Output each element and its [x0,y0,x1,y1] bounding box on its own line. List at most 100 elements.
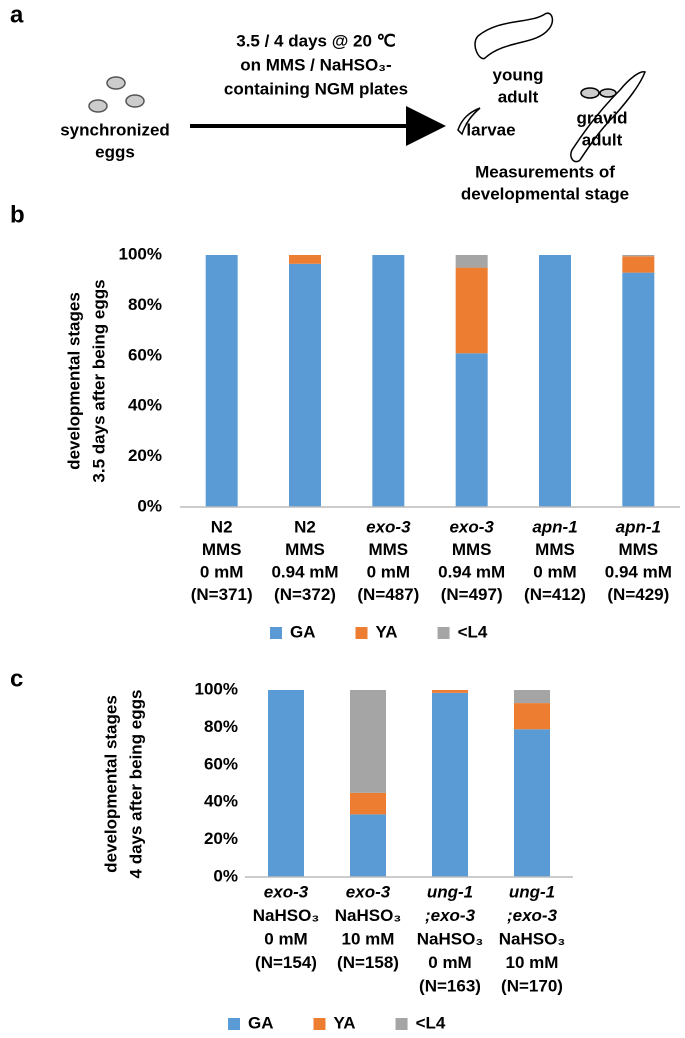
x-tick-label: 10 mM [342,929,395,948]
x-tick-label: exo-3 [449,517,494,536]
x-tick-label: ;exo-3 [425,906,476,925]
legend-swatch [355,627,368,639]
panel-label: c [10,665,23,692]
bar-segment [514,703,550,730]
x-tick-label: MMS [452,540,492,559]
x-tick-label: 0 mM [533,562,576,581]
x-tick-label: ung-1 [427,882,473,901]
x-tick-label: N2 [294,517,316,536]
x-tick-label: exo-3 [264,882,309,901]
bar-segment [350,814,386,877]
y-tick-label: 100% [195,679,238,698]
diagram-text: 3.5 / 4 days @ 20 ℃ [236,31,395,50]
bar-segment [268,690,304,877]
x-tick-label: 0 mM [428,953,471,972]
x-tick-label: exo-3 [346,882,391,901]
x-tick-label: (N=170) [501,976,563,995]
x-tick-label: (N=429) [607,585,669,604]
bar-segment [455,267,488,354]
x-tick-label: ;exo-3 [507,906,558,925]
x-tick-label: MMS [285,540,325,559]
x-tick-label: MMS [202,540,242,559]
bar-segment [622,256,655,273]
bar-segment [514,729,550,877]
x-tick-label: 0.94 mM [605,562,672,581]
panel-label: a [10,1,24,28]
legend-label: <L4 [458,622,488,641]
y-axis-title: developmental stages [101,695,120,873]
x-tick-label: (N=163) [419,976,481,995]
bar-segment [455,255,488,268]
legend-swatch [228,1018,240,1030]
x-tick-label: NaHSO₃ [417,929,483,948]
y-tick-label: 20% [128,446,162,465]
y-tick-label: 80% [128,295,162,314]
y-tick-label: 0% [137,496,162,515]
diagram-text: Measurements of [475,162,615,181]
legend-swatch [437,627,450,639]
x-tick-label: N2 [211,517,233,536]
y-axis-title: 4 days after being eggs [126,690,145,879]
x-tick-label: (N=497) [441,585,503,604]
legend-swatch [270,627,282,639]
y-axis-title: 3.5 days after being eggs [89,279,108,482]
bar-segment [289,263,321,507]
bar-segment [289,255,321,264]
x-tick-label: NaHSO₃ [499,929,565,948]
x-tick-label: NaHSO₃ [253,906,319,925]
x-tick-label: exo-3 [366,517,411,536]
bar-segment [432,692,468,877]
legend-label: GA [290,622,316,641]
bar-segment [539,255,571,507]
bar-segment [205,255,238,507]
bar-segment [622,272,655,507]
bar-segment [432,690,468,693]
bar-segment [372,255,405,507]
bar-segment [622,255,655,257]
y-tick-label: 100% [119,244,162,263]
legend-label: <L4 [416,1013,446,1032]
diagram-text: young [493,65,544,84]
diagram-text: on MMS / NaHSO₃- [240,55,391,74]
legend-label: YA [334,1013,356,1032]
diagram-text: eggs [95,142,135,161]
legend-swatch [313,1018,326,1030]
bar-segment [455,353,488,507]
diagram-text: larvae [466,120,515,139]
x-tick-label: MMS [368,540,408,559]
x-tick-label: (N=412) [524,585,586,604]
diagram-text: adult [582,130,623,149]
y-tick-label: 20% [204,829,238,848]
x-tick-label: 0 mM [367,562,410,581]
x-tick-label: NaHSO₃ [335,906,401,925]
y-tick-label: 0% [213,866,238,885]
worm-icons [457,12,646,163]
diagram-text: synchronized [60,120,170,139]
x-tick-label: 0 mM [200,562,243,581]
y-tick-label: 60% [128,345,162,364]
y-tick-label: 40% [128,396,162,415]
x-tick-label: 0.94 mM [438,562,505,581]
x-tick-label: (N=487) [357,585,419,604]
x-tick-label: (N=371) [191,585,253,604]
x-tick-label: 0.94 mM [271,562,338,581]
y-tick-label: 80% [204,717,238,736]
y-axis-title: developmental stages [64,292,83,470]
x-tick-label: ung-1 [509,882,555,901]
x-tick-label: (N=158) [337,953,399,972]
x-tick-label: 10 mM [506,953,559,972]
y-tick-label: 60% [204,754,238,773]
legend-swatch [395,1018,408,1030]
x-tick-label: apn-1 [616,517,661,536]
diagram-text: gravid [576,108,627,127]
x-tick-label: (N=372) [274,585,336,604]
x-tick-label: 0 mM [264,929,307,948]
x-tick-label: apn-1 [532,517,577,536]
legend-label: YA [376,622,398,641]
legend-label: GA [248,1013,274,1032]
eggs-icon [88,76,145,113]
diagram-text: developmental stage [461,184,629,203]
bar-segment [350,792,386,815]
diagram-text: containing NGM plates [224,79,408,98]
